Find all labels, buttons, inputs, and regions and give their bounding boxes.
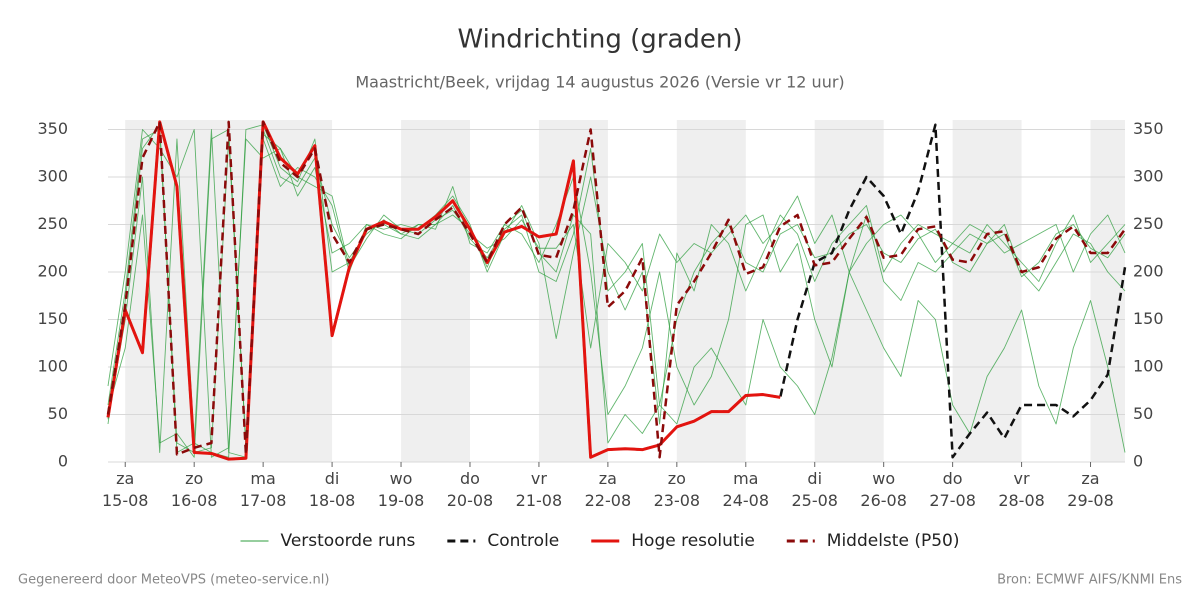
x-tick-label: zo 16-08 bbox=[170, 469, 218, 510]
legend-label: Verstoorde runs bbox=[281, 531, 416, 551]
x-tick-label: di 18-08 bbox=[308, 469, 356, 510]
y-tick-label-right: 150 bbox=[1133, 309, 1164, 328]
y-tick-label: 150 bbox=[37, 309, 68, 328]
x-tick-label: do 27-08 bbox=[929, 469, 976, 510]
legend-label: Controle bbox=[487, 531, 559, 551]
ensemble-line bbox=[107, 124, 1126, 458]
ensemble-line bbox=[107, 129, 1126, 458]
y-tick-label: 100 bbox=[37, 357, 68, 376]
legend-label: Middelste (P50) bbox=[827, 531, 960, 551]
series-line bbox=[106, 120, 781, 461]
y-tick-label: 0 bbox=[58, 452, 68, 471]
y-tick-label-right: 250 bbox=[1133, 214, 1164, 233]
y-tick-label: 200 bbox=[37, 262, 68, 281]
y-tick-label-right: 0 bbox=[1133, 452, 1143, 471]
chart-subtitle: Maastricht/Beek, vrijdag 14 augustus 202… bbox=[355, 73, 844, 92]
x-tick-label: vr 28-08 bbox=[998, 469, 1045, 510]
y-tick-label: 350 bbox=[37, 119, 68, 138]
x-tick-label: zo 23-08 bbox=[653, 469, 701, 510]
x-tick-label: wo 19-08 bbox=[377, 469, 425, 510]
day-shade bbox=[814, 120, 884, 462]
y-tick-label-right: 100 bbox=[1133, 357, 1164, 376]
x-tick-label: za 15-08 bbox=[101, 469, 149, 510]
x-tick-label: ma 24-08 bbox=[722, 469, 770, 510]
day-shade bbox=[952, 120, 1022, 462]
y-tick-label: 300 bbox=[37, 167, 68, 186]
x-tick-label: vr 21-08 bbox=[515, 469, 563, 510]
y-tick-label: 50 bbox=[48, 404, 68, 423]
x-tick-label: di 25-08 bbox=[791, 469, 838, 510]
y-tick-label-right: 300 bbox=[1133, 167, 1164, 186]
x-tick-label: do 20-08 bbox=[446, 469, 494, 510]
y-tick-label: 250 bbox=[37, 214, 68, 233]
ensemble-line bbox=[107, 129, 1126, 458]
x-tick-label: za 29-08 bbox=[1067, 469, 1114, 510]
x-tick-label: za 22-08 bbox=[584, 469, 632, 510]
series-line bbox=[106, 120, 1127, 459]
series-line bbox=[106, 120, 1127, 461]
chart-title: Windrichting (graden) bbox=[457, 25, 742, 55]
legend: Verstoorde runs Controle Hoge resolutie Mid… bbox=[240, 531, 960, 551]
footer-right: Bron: ECMWF AIFS/KNMI Ens bbox=[997, 573, 1182, 588]
day-shade bbox=[401, 120, 470, 462]
x-tick-label: wo 26-08 bbox=[860, 469, 907, 510]
x-tick-label: ma 17-08 bbox=[239, 469, 287, 510]
y-tick-label-right: 50 bbox=[1133, 404, 1153, 423]
legend-label: Hoge resolutie bbox=[631, 531, 755, 551]
y-tick-label-right: 350 bbox=[1133, 119, 1164, 138]
footer-left: Gegenereerd door MeteoVPS (meteo-service… bbox=[18, 573, 329, 588]
y-tick-label-right: 200 bbox=[1133, 262, 1164, 281]
day-shade bbox=[1090, 120, 1125, 462]
ensemble-line bbox=[107, 129, 1126, 453]
